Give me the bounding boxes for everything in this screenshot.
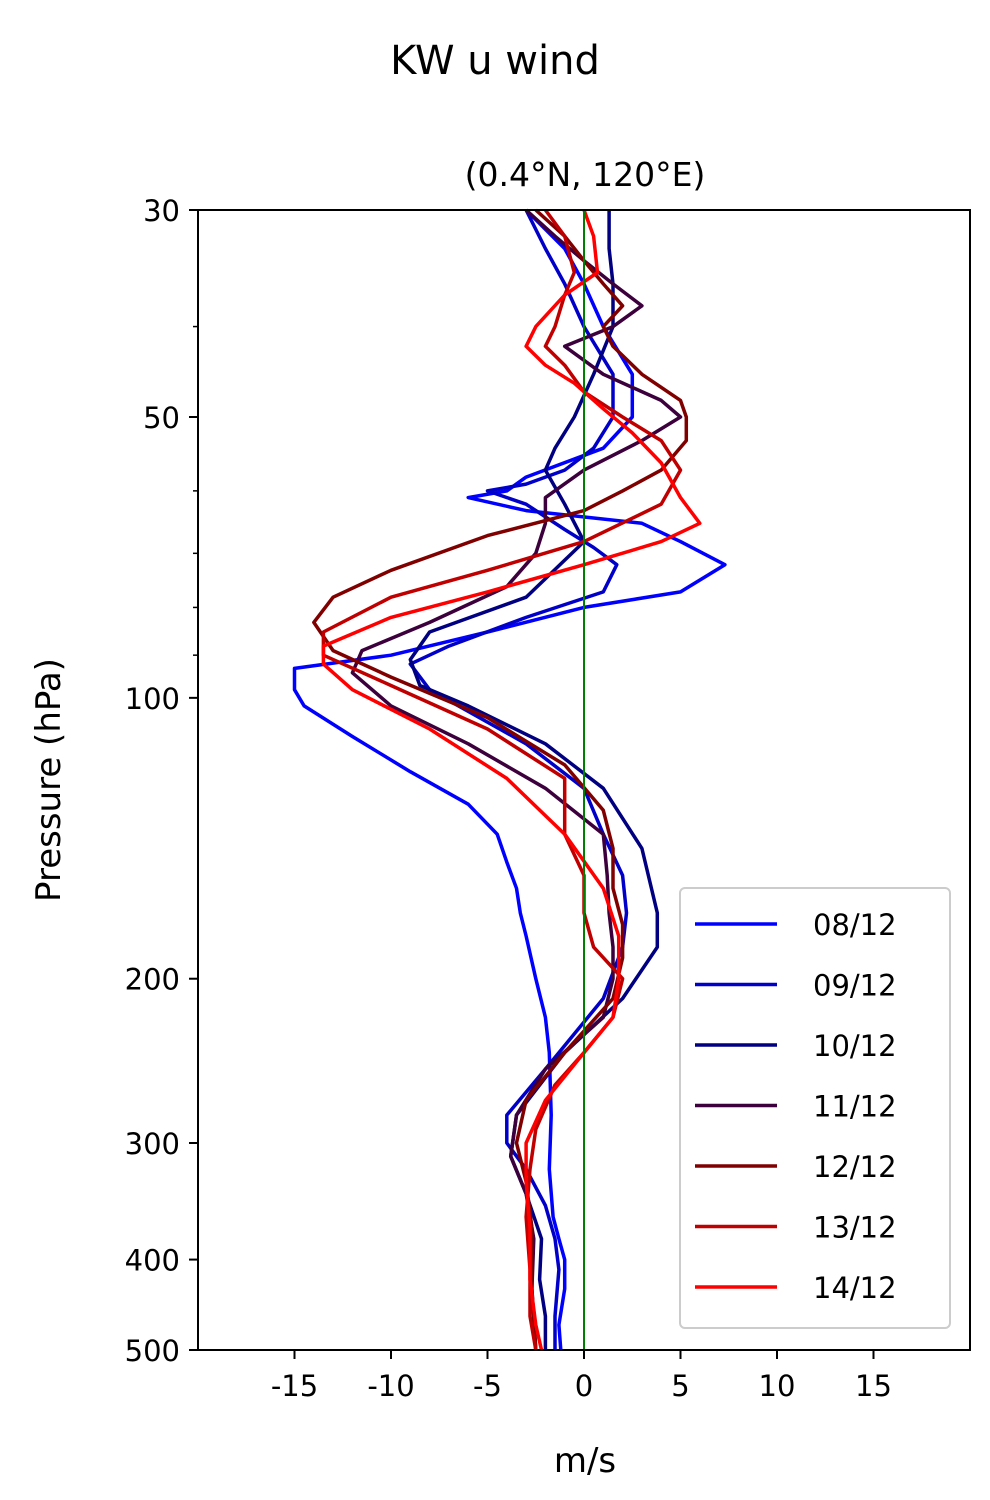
legend: 08/12 09/12 10/12 11/12 12/12 13/12 14/12 (679, 887, 951, 1329)
x-tick-label: 5 (671, 1369, 689, 1403)
y-tick-label: 200 (125, 963, 180, 997)
legend-label: 12/12 (813, 1150, 897, 1184)
y-tick-label: 400 (125, 1244, 180, 1278)
legend-label: 14/12 (813, 1271, 897, 1305)
legend-label: 13/12 (813, 1211, 897, 1245)
y-axis-label: Pressure (hPa) (29, 658, 69, 902)
y-axis: 30 50 100 200 300 400 500 (125, 194, 198, 1368)
y-tick-label: 100 (125, 682, 180, 716)
legend-label: 11/12 (813, 1090, 897, 1124)
y-tick-label: 30 (143, 194, 180, 228)
legend-label: 10/12 (813, 1029, 897, 1063)
x-tick-label: -5 (473, 1369, 502, 1403)
series-line-4 (350, 208, 683, 1351)
x-axis: -15 -10 -5 0 5 10 15 (271, 1350, 892, 1403)
plot-area (292, 208, 727, 1351)
x-tick-label: 15 (855, 1369, 892, 1403)
y-tick-label: 500 (125, 1334, 180, 1368)
chart-subtitle: (0.4°N, 120°E) (465, 155, 706, 194)
x-axis-label: m/s (554, 1441, 616, 1481)
x-tick-label: -15 (271, 1369, 318, 1403)
series-line-6 (321, 208, 683, 1351)
x-tick-label: 0 (575, 1369, 593, 1403)
legend-box (679, 887, 951, 1329)
y-tick-label: 300 (125, 1127, 180, 1161)
legend-label: 08/12 (813, 908, 897, 942)
chart-title: KW u wind (390, 38, 600, 84)
x-tick-label: -10 (367, 1369, 414, 1403)
series-line-1 (292, 208, 727, 1351)
series-line-5 (312, 208, 689, 1351)
series-line-7 (321, 209, 702, 1351)
legend-label: 09/12 (813, 969, 897, 1003)
x-tick-label: 10 (759, 1369, 796, 1403)
y-tick-label: 50 (143, 401, 180, 435)
